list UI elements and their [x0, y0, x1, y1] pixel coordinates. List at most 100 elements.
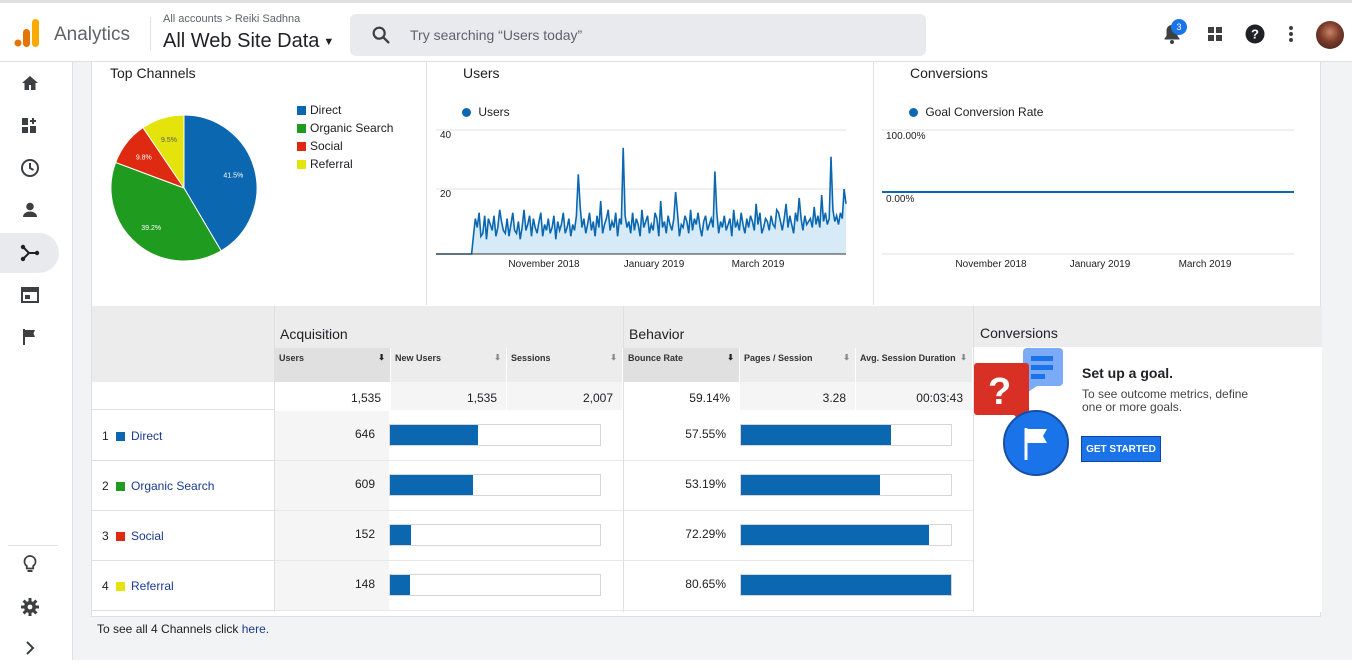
goal-promo-text: To see outcome metrics, define one or mo… — [1082, 387, 1249, 414]
legend-item-referral[interactable]: Referral — [297, 157, 353, 171]
more-vert-icon — [1289, 26, 1293, 42]
legend-item-direct[interactable]: Direct — [297, 103, 341, 117]
legend-label: Goal Conversion Rate — [925, 105, 1044, 119]
column-label: Pages / Session — [744, 353, 813, 363]
apps-grid-icon — [1208, 27, 1222, 41]
panel-divider — [873, 62, 874, 305]
row-bounce-bar-cell — [740, 411, 973, 461]
sidebar-item-behavior[interactable] — [0, 275, 59, 315]
get-started-button[interactable]: GET STARTED — [1081, 436, 1161, 462]
table-row-label: 3 Social — [92, 511, 274, 561]
users-line-chart: 40 20 November 2018 January 2019 March 2019 — [436, 129, 847, 270]
pie-slice-label: 9.8% — [136, 154, 152, 161]
footer-note: To see all 4 Channels click here. — [97, 622, 269, 636]
breadcrumb[interactable]: All accounts > Reiki Sadhna — [163, 13, 300, 25]
notifications-button[interactable]: 3 — [1157, 17, 1187, 51]
legend-swatch — [297, 124, 306, 133]
analytics-logo-icon[interactable] — [14, 19, 40, 47]
row-users-bar-cell — [389, 511, 623, 561]
apps-button[interactable] — [1200, 17, 1230, 51]
column-label: Sessions — [511, 353, 551, 363]
sidebar-item-realtime[interactable] — [0, 148, 59, 188]
row-users-value: 148 — [275, 561, 389, 611]
column-header-bounce-rate[interactable]: Bounce Rate ⬇ — [624, 348, 740, 382]
channel-link-organic-search[interactable]: Organic Search — [131, 479, 215, 493]
row-swatch — [116, 532, 125, 541]
y-tick-label: 0.00% — [886, 194, 914, 205]
sort-arrow-icon: ⬇ — [378, 353, 385, 362]
total-pages-session: 3.28 — [740, 382, 856, 410]
row-users-value: 152 — [275, 511, 389, 561]
top-app-bar: Analytics All accounts > Reiki Sadhna Al… — [0, 0, 1352, 62]
sidebar-item-admin[interactable] — [0, 587, 59, 627]
total-sessions: 2,007 — [507, 382, 623, 410]
home-icon — [21, 76, 38, 90]
sidebar — [0, 62, 73, 660]
legend-item-organic-search[interactable]: Organic Search — [297, 121, 393, 135]
sidebar-item-conversions[interactable] — [0, 317, 59, 357]
column-header-pages-session[interactable]: Pages / Session ⬇ — [740, 348, 856, 382]
chevron-right-icon — [25, 641, 34, 655]
sidebar-item-home[interactable] — [0, 63, 59, 103]
top-channels-title: Top Channels — [110, 65, 196, 81]
users-bar-fill — [390, 425, 479, 445]
column-label: Bounce Rate — [628, 353, 684, 363]
sidebar-item-audience[interactable] — [0, 190, 59, 230]
see-all-channels-link[interactable]: here. — [241, 622, 270, 636]
sort-arrow-icon: ⬇ — [727, 353, 734, 362]
column-header-avg-session-duration[interactable]: Avg. Session Duration ⬇ — [856, 348, 973, 382]
search-bar[interactable] — [350, 14, 926, 56]
legend-label: Organic Search — [310, 121, 394, 135]
sidebar-item-acquisition[interactable] — [0, 233, 59, 273]
y-tick-label: 40 — [440, 130, 452, 141]
row-users-bar-cell — [389, 461, 623, 511]
row-bounce-bar-cell — [740, 511, 973, 561]
channel-link-social[interactable]: Social — [131, 529, 164, 543]
pie-slice-label: 41.5% — [223, 173, 243, 180]
notification-badge: 3 — [1171, 19, 1187, 35]
sidebar-expand-button[interactable] — [0, 628, 59, 668]
search-input[interactable] — [410, 23, 890, 47]
channel-link-direct[interactable]: Direct — [131, 429, 163, 443]
total-users: 1,535 — [275, 382, 391, 410]
legend-item-social[interactable]: Social — [297, 139, 343, 153]
conversions-panel-title: Conversions — [910, 65, 988, 81]
users-bar-fill — [390, 575, 411, 595]
sort-arrow-icon: ⬇ — [494, 353, 501, 362]
more-options-button[interactable] — [1276, 17, 1306, 51]
sidebar-item-discover[interactable] — [0, 544, 59, 584]
breadcrumb-account[interactable]: All accounts — [163, 13, 223, 25]
caret-down-icon: ▼ — [323, 35, 335, 48]
table-row-label: 2 Organic Search — [92, 461, 274, 511]
goal-promo-body — [974, 348, 1322, 612]
acquisition-overview-card: Top Channels 41.5% 39.2% 9.8% 9.5% Direct O… — [91, 62, 1322, 636]
sidebar-item-customization[interactable] — [0, 106, 59, 146]
column-header-sessions[interactable]: Sessions ⬇ — [507, 348, 623, 382]
row-bounce-bar-cell — [740, 561, 973, 611]
row-bounce-value: 80.65% — [624, 561, 740, 611]
group-conversions: Conversions — [980, 325, 1058, 341]
column-label: New Users — [395, 353, 442, 363]
breadcrumb-property[interactable]: Reiki Sadhna — [234, 13, 301, 25]
users-legend[interactable]: Users — [462, 105, 510, 119]
bounce-bar-fill — [741, 425, 891, 445]
svg-text:?: ? — [988, 371, 1011, 413]
column-divider — [274, 306, 275, 612]
x-tick-label: November 2018 — [955, 259, 1027, 270]
channel-link-referral[interactable]: Referral — [131, 579, 174, 593]
goal-illustration-icon: ? — [974, 348, 1069, 476]
total-bounce-rate: 59.14% — [624, 382, 740, 410]
view-name: All Web Site Data — [163, 30, 320, 52]
conversions-legend[interactable]: Goal Conversion Rate — [909, 105, 1043, 119]
users-bar — [389, 424, 601, 446]
help-button[interactable]: ? — [1240, 17, 1270, 51]
row-swatch — [116, 482, 125, 491]
totals-label-cell — [92, 382, 274, 410]
sort-arrow-icon: ⬇ — [843, 353, 850, 362]
pie-slice-label: 9.5% — [161, 137, 177, 144]
column-header-users[interactable]: Users ⬇ — [275, 348, 391, 382]
avatar[interactable] — [1316, 21, 1344, 49]
view-selector[interactable]: All Web Site Data ▼ — [163, 30, 334, 53]
legend-swatch — [297, 106, 306, 115]
column-header-new-users[interactable]: New Users ⬇ — [391, 348, 507, 382]
